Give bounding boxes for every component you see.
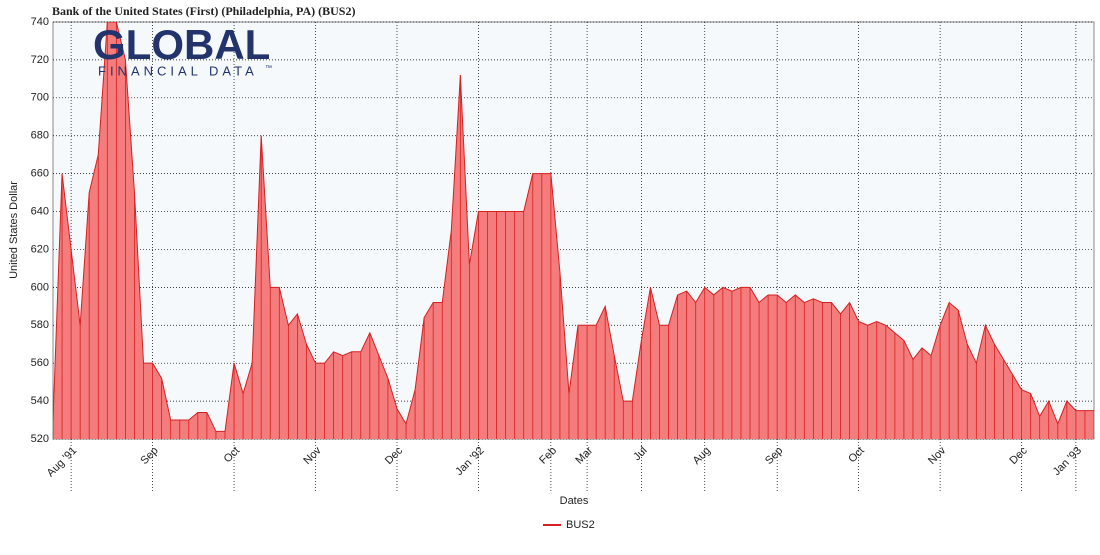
y-tick-label: 740: [31, 16, 49, 28]
y-tick-label: 560: [31, 357, 49, 369]
logo-main: GLOBAL: [93, 21, 270, 68]
x-tick-label: Dec: [1007, 444, 1030, 467]
y-tick-label: 620: [31, 243, 49, 255]
y-tick-label: 600: [31, 281, 49, 293]
y-tick-label: 720: [31, 54, 49, 66]
x-tick-label: Aug: [691, 445, 713, 467]
x-tick-label: Nov: [926, 444, 949, 467]
y-tick-label: 540: [31, 395, 49, 407]
x-tick-label: Oct: [222, 445, 243, 466]
y-axis-label: United States Dollar: [8, 181, 20, 279]
legend-label: BUS2: [566, 519, 595, 531]
y-tick-label: 700: [31, 92, 49, 104]
logo: GLOBAL FINANCIAL DATA ™: [93, 21, 272, 78]
x-tick-label: Mar: [573, 444, 595, 466]
x-tick-label: Aug '91: [45, 445, 80, 480]
x-tick-label: Feb: [537, 445, 559, 467]
y-tick-label: 640: [31, 205, 49, 217]
line: [53, 22, 1094, 432]
logo-mark: ™: [265, 65, 272, 72]
y-tick-label: 580: [31, 319, 49, 331]
x-axis-label: Dates: [560, 495, 589, 507]
x-tick-label: Dec: [383, 444, 406, 467]
x-tick-label: Jan '92: [453, 445, 486, 478]
x-tick-label: Jan '93: [1051, 445, 1084, 478]
series: [53, 22, 1094, 439]
chart-title: Bank of the United States (First) (Phila…: [52, 4, 355, 18]
y-tick-label: 660: [31, 168, 49, 180]
x-tick-label: Sep: [763, 445, 785, 467]
x-tick-label: Nov: [301, 444, 324, 467]
y-tick-label: 520: [31, 433, 49, 445]
logo-sub: FINANCIAL DATA: [98, 63, 258, 78]
area: [53, 22, 1094, 439]
x-tick-label: Oct: [846, 445, 867, 466]
x-tick-label: Jul: [631, 445, 649, 463]
x-tick-label: Sep: [138, 445, 160, 467]
y-tick-label: 680: [31, 130, 49, 142]
